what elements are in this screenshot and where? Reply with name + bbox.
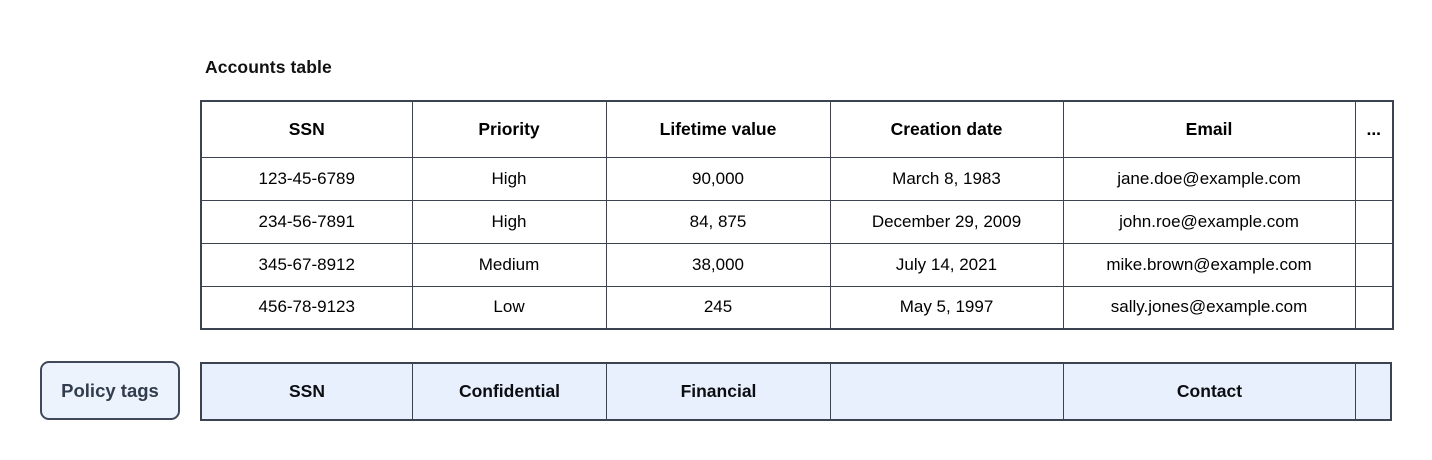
cell-email: sally.jones@example.com [1062,285,1356,330]
policy-tag-cell-contact: Contact [1064,364,1356,419]
cell-creation-date: May 5, 1997 [829,285,1064,330]
cell-ssn: 123-45-6789 [200,156,413,201]
policy-tag-cell-more [1356,364,1390,419]
policy-tag-cell-ssn: SSN [202,364,413,419]
table-title: Accounts table [205,57,332,77]
column-header-email: Email [1062,100,1356,158]
cell-ssn: 345-67-8912 [200,242,413,287]
cell-lifetime-value: 38,000 [605,242,831,287]
cell-lifetime-value: 90,000 [605,156,831,201]
cell-creation-date: December 29, 2009 [829,199,1064,244]
policy-tag-cell-confidential: Confidential [413,364,607,419]
cell-email: mike.brown@example.com [1062,242,1356,287]
policy-tag-cell-empty [831,364,1064,419]
policy-tag-cell-financial: Financial [607,364,831,419]
policy-tags-label: Policy tags [40,361,180,420]
cell-ssn: 456-78-9123 [200,285,413,330]
column-header-priority: Priority [411,100,607,158]
cell-priority: Low [411,285,607,330]
column-header-creation-date: Creation date [829,100,1064,158]
cell-priority: Medium [411,242,607,287]
cell-more [1354,285,1394,330]
table-row: 456-78-9123 Low 245 May 5, 1997 sally.jo… [200,285,1394,330]
header-row: SSN Priority Lifetime value Creation dat… [200,100,1394,158]
column-header-lifetime-value: Lifetime value [605,100,831,158]
cell-lifetime-value: 84, 875 [605,199,831,244]
policy-tags-row: SSN Confidential Financial Contact [200,362,1392,421]
cell-more [1354,156,1394,201]
cell-more [1354,199,1394,244]
cell-more [1354,242,1394,287]
cell-lifetime-value: 245 [605,285,831,330]
policy-tags-label-text: Policy tags [61,379,159,401]
cell-creation-date: July 14, 2021 [829,242,1064,287]
cell-email: jane.doe@example.com [1062,156,1356,201]
cell-priority: High [411,199,607,244]
accounts-table: SSN Priority Lifetime value Creation dat… [200,100,1394,330]
table-row: 345-67-8912 Medium 38,000 July 14, 2021 … [200,242,1394,287]
cell-ssn: 234-56-7891 [200,199,413,244]
cell-creation-date: March 8, 1983 [829,156,1064,201]
cell-priority: High [411,156,607,201]
table-row: 123-45-6789 High 90,000 March 8, 1983 ja… [200,156,1394,201]
column-header-ssn: SSN [200,100,413,158]
cell-email: john.roe@example.com [1062,199,1356,244]
table-row: 234-56-7891 High 84, 875 December 29, 20… [200,199,1394,244]
column-header-more: ... [1354,100,1394,158]
